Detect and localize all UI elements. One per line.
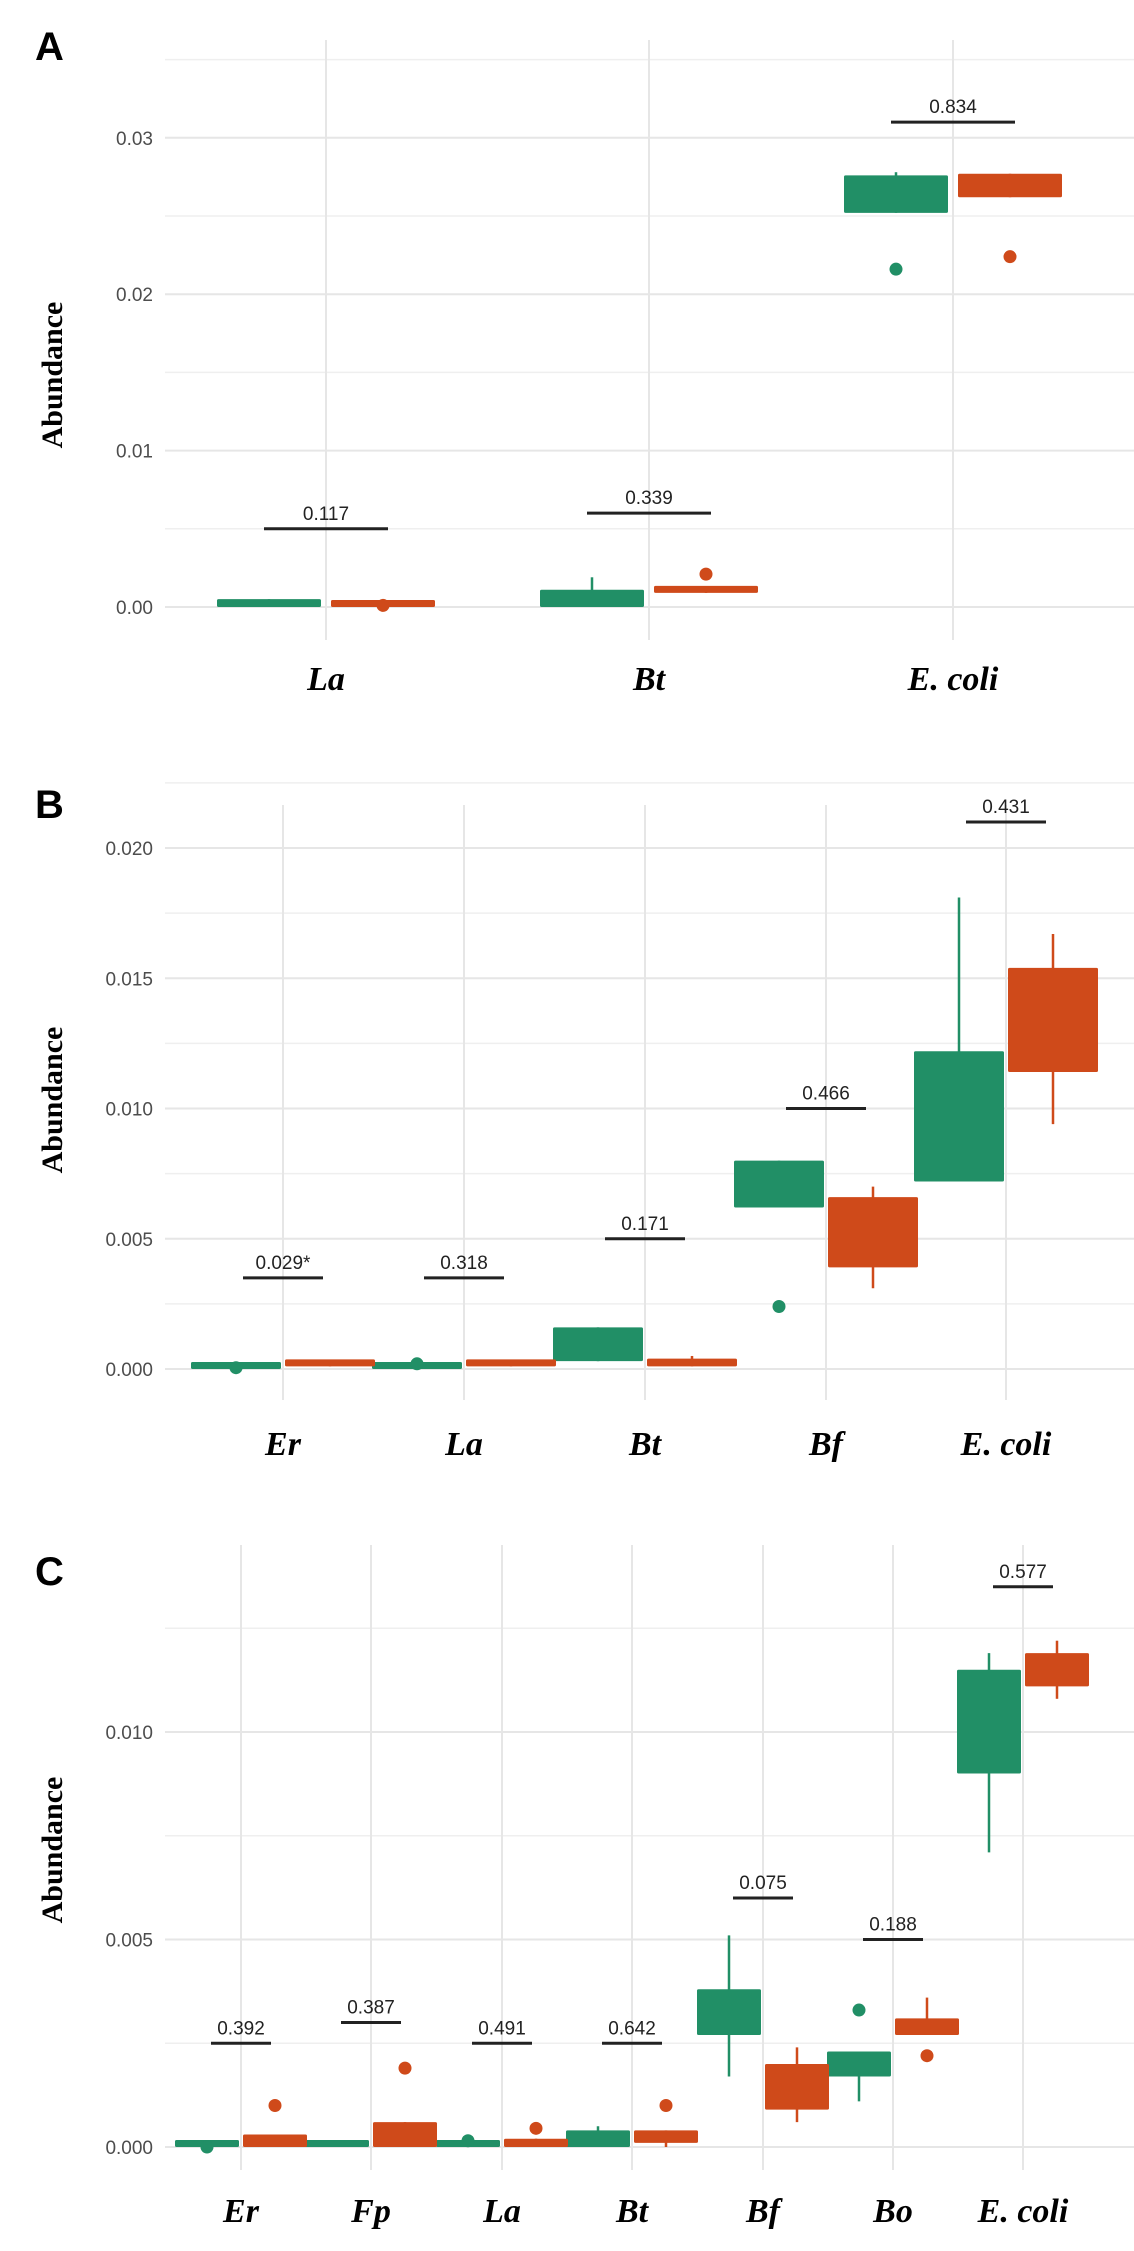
x-tick-label: Bt	[615, 2193, 650, 2230]
outlier-point	[889, 262, 903, 276]
box-group1	[217, 599, 321, 607]
p-value-label: 0.387	[347, 1998, 395, 2019]
panel-letter: C	[35, 1550, 64, 1594]
p-value-label: 0.491	[478, 2018, 526, 2039]
outlier-point	[410, 1357, 424, 1371]
y-tick-label: 0.01	[116, 442, 153, 463]
outlier-point	[659, 2099, 673, 2112]
x-tick-label: La	[306, 661, 345, 698]
box-group1	[957, 1669, 1021, 1774]
box-group2	[765, 2064, 829, 2110]
box-group2	[958, 173, 1062, 198]
outlier-point	[200, 2140, 214, 2154]
outlier-point	[1003, 250, 1017, 264]
p-value-label: 0.642	[608, 2018, 656, 2039]
box-group2	[828, 1197, 918, 1268]
box-group2	[1025, 1653, 1089, 1687]
y-tick-label: 0.015	[105, 969, 153, 990]
y-axis-label: Abundance	[36, 1027, 69, 1174]
box-group1	[914, 1051, 1004, 1182]
x-tick-label: Bf	[745, 2193, 784, 2230]
p-value-label: 0.075	[739, 1873, 787, 1894]
box-group2	[647, 1358, 737, 1367]
y-tick-label: 0.000	[105, 1360, 153, 1381]
x-tick-label: La	[444, 1426, 483, 1463]
y-axis-label: Abundance	[36, 302, 69, 449]
box-group2	[504, 2138, 568, 2147]
p-value-label: 0.392	[217, 2018, 265, 2039]
box-group2	[243, 2134, 307, 2147]
panel-letter: B	[35, 783, 64, 827]
y-tick-label: 0.005	[105, 1931, 153, 1952]
box-group2	[895, 2018, 959, 2035]
x-tick-label: Bt	[628, 1426, 663, 1463]
x-tick-label: E. coli	[977, 2193, 1069, 2230]
box-group2	[285, 1359, 375, 1367]
outlier-point	[268, 2099, 282, 2112]
box-group1	[734, 1160, 824, 1208]
p-value-label: 0.318	[440, 1253, 488, 1274]
outlier-point	[461, 2134, 475, 2148]
box-group1	[540, 589, 644, 607]
p-value-label: 0.466	[802, 1084, 850, 1105]
outlier-point	[529, 2121, 543, 2135]
box-group2	[654, 585, 758, 593]
y-tick-label: 0.03	[116, 129, 153, 150]
outlier-point	[398, 2061, 412, 2075]
y-tick-label: 0.010	[105, 1100, 153, 1121]
y-tick-label: 0.010	[105, 1723, 153, 1744]
x-tick-label: Fp	[350, 2193, 391, 2230]
y-tick-label: 0.005	[105, 1230, 153, 1251]
x-tick-label: La	[482, 2193, 521, 2230]
box-group2	[1008, 967, 1098, 1073]
x-tick-label: Er	[264, 1426, 302, 1463]
y-tick-label: 0.02	[116, 285, 153, 306]
outlier-point	[376, 598, 390, 612]
outlier-point	[920, 2049, 934, 2063]
y-tick-label: 0.020	[105, 839, 153, 860]
p-value-label: 0.188	[869, 1915, 917, 1936]
panel-letter: A	[35, 25, 64, 69]
box-group2	[373, 2122, 437, 2147]
x-tick-label: Bo	[872, 2193, 913, 2230]
box-group1	[844, 175, 948, 213]
box-group2	[466, 1359, 556, 1367]
box-group1	[827, 2051, 891, 2077]
outlier-point	[699, 567, 713, 581]
panel-c: C 0.000 0.005 0.010 Er Fp La Bt Bf Bo E. coli Abund…	[35, 1545, 1134, 2230]
x-tick-label: E. coli	[960, 1426, 1052, 1463]
box-group1	[566, 2130, 630, 2147]
p-value-label: 0.117	[303, 504, 349, 525]
outlier-point	[852, 2003, 866, 2017]
y-tick-label: 0.00	[116, 598, 153, 619]
panel-b: B 0.000 0.005 0.010 0.015 0.020 Er La Bt Bf E. col…	[35, 782, 1134, 1463]
p-value-label: 0.339	[625, 488, 673, 509]
box-group1	[553, 1327, 643, 1362]
box-group1	[305, 2140, 369, 2147]
p-value-label: 0.171	[621, 1214, 669, 1235]
box-group2	[634, 2130, 698, 2143]
p-value-label: 0.431	[982, 797, 1030, 818]
p-value-label: 0.577	[999, 1562, 1047, 1583]
x-tick-label: Bf	[808, 1426, 847, 1463]
outlier-point	[229, 1361, 243, 1375]
x-tick-label: Er	[222, 2193, 260, 2230]
panel-a: A 0.00 0.01 0.02 0.03 La Bt E. coli Abundance 0.1…	[35, 25, 1134, 698]
outlier-point	[772, 1299, 786, 1313]
x-tick-label: E. coli	[907, 661, 999, 698]
x-tick-label: Bt	[632, 661, 667, 698]
box-group1	[697, 1989, 761, 2035]
y-axis-label: Abundance	[36, 1777, 69, 1924]
p-value-label: 0.834	[929, 97, 977, 118]
y-tick-label: 0.000	[105, 2138, 153, 2159]
p-value-label: 0.029*	[256, 1253, 312, 1274]
